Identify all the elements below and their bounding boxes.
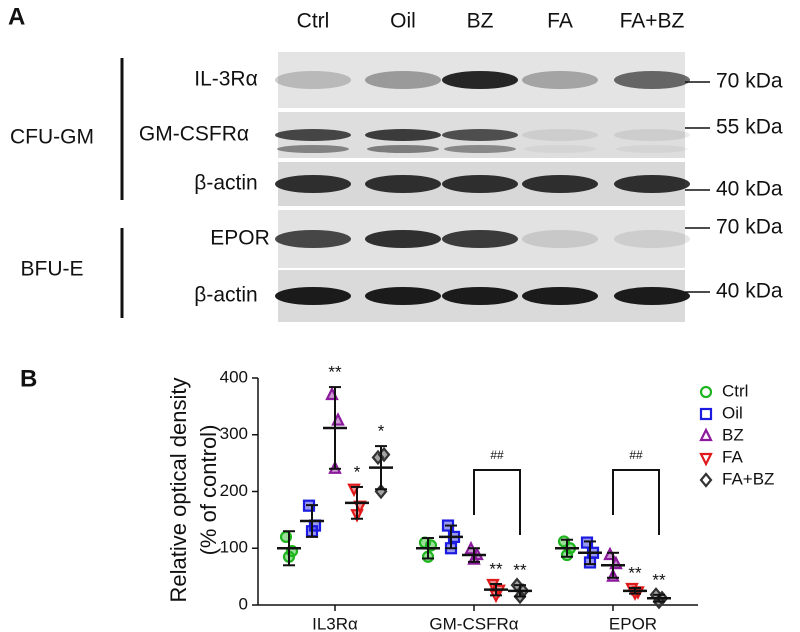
legend-marker (699, 452, 713, 467)
size-marker: 40 kDa (716, 178, 783, 201)
blot-band (365, 129, 441, 141)
blot-band (614, 71, 690, 89)
row-label: EPOR (210, 227, 270, 250)
row-label: β-actin (194, 284, 257, 307)
blot-band (277, 145, 349, 153)
size-marker: 70 kDa (716, 70, 783, 93)
blot-band (365, 287, 441, 305)
legend-marker (699, 427, 713, 442)
blot-band (614, 230, 690, 248)
row-label: GM-CSFRα (139, 123, 249, 146)
blot-band (367, 145, 439, 153)
blot-band (442, 287, 518, 305)
y-tick-label: 200 (220, 481, 248, 500)
blot-band (442, 230, 518, 248)
blot-band (614, 287, 690, 305)
significance: ** (513, 561, 527, 580)
y-tick-label: 400 (220, 367, 248, 386)
blot-band (616, 145, 688, 153)
group-label: CFU-GM (10, 126, 94, 149)
blot-band (365, 71, 441, 89)
significance: ** (489, 559, 503, 578)
blot-band (275, 71, 351, 89)
blot-band (522, 71, 598, 89)
legend-label: FA+BZ (722, 469, 774, 488)
blot-band (275, 230, 351, 248)
panel-label: A (8, 3, 25, 30)
bracket-label: ## (629, 448, 643, 462)
significance: ** (652, 570, 666, 589)
legend-marker (699, 472, 713, 488)
size-marker: 40 kDa (716, 280, 783, 303)
legend-marker (699, 385, 713, 399)
lane-label: FA+BZ (620, 10, 685, 33)
size-marker: 70 kDa (716, 216, 783, 239)
x-tick-label: GM-CSFRα (429, 614, 518, 632)
significance: ** (328, 363, 342, 382)
panel-label: B (20, 365, 37, 392)
x-tick-label: IL3Rα (312, 614, 358, 632)
lane-label: Oil (390, 10, 416, 33)
y-tick-label: 0 (239, 594, 248, 613)
legend-marker (699, 407, 713, 421)
row-label: β-actin (194, 172, 257, 195)
blot-band (444, 145, 516, 153)
blot-band (522, 175, 598, 193)
y-tick-label: 100 (220, 538, 248, 557)
y-axis-label: Relative optical density (166, 377, 191, 602)
bracket (612, 469, 660, 535)
blot-band (365, 230, 441, 248)
blot-band (275, 287, 351, 305)
lane-label: BZ (467, 10, 494, 33)
blot-band (522, 287, 598, 305)
blot-band (614, 175, 690, 193)
blot-band (442, 175, 518, 193)
lane-label: Ctrl (297, 10, 330, 33)
legend-label: FA (722, 447, 743, 466)
blot-band (442, 129, 518, 141)
bracket (473, 469, 521, 535)
y-axis-label: (% of control) (196, 425, 221, 556)
y-tick-label: 300 (220, 424, 248, 443)
significance: ** (628, 563, 642, 582)
row-label: IL-3Rα (194, 68, 258, 91)
size-marker: 55 kDa (716, 116, 783, 139)
blot-band (442, 71, 518, 89)
blot-band (522, 129, 598, 141)
blot-band (614, 129, 690, 141)
significance: * (378, 422, 385, 441)
legend-label: BZ (722, 425, 744, 444)
blot-band (522, 230, 598, 248)
group-label: BFU-E (21, 258, 84, 281)
blot-band (275, 175, 351, 193)
legend-label: Ctrl (722, 381, 748, 400)
legend-label: Oil (722, 403, 743, 422)
blot-band (524, 145, 596, 153)
significance: * (354, 462, 361, 481)
blot-band (275, 129, 351, 141)
blot-band (365, 175, 441, 193)
lane-label: FA (547, 10, 573, 33)
bracket-label: ## (490, 448, 504, 462)
x-tick-label: EPOR (609, 614, 657, 632)
